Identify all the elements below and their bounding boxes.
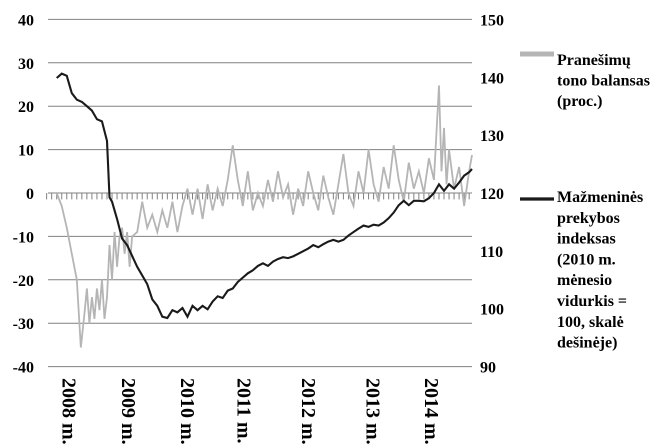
svg-text:mėnesio: mėnesio — [557, 272, 612, 289]
svg-text:20: 20 — [18, 99, 34, 116]
svg-text:prekybos: prekybos — [557, 210, 620, 227]
svg-text:110: 110 — [480, 244, 503, 261]
svg-text:tono balansas: tono balansas — [557, 73, 650, 90]
svg-text:-10: -10 — [13, 229, 34, 246]
svg-text:-20: -20 — [13, 273, 34, 290]
svg-text:2012 m.: 2012 m. — [297, 378, 319, 445]
svg-text:150: 150 — [480, 12, 504, 29]
svg-text:dešinėje): dešinėje) — [557, 335, 617, 352]
svg-text:2008 m.: 2008 m. — [58, 378, 80, 445]
svg-text:130: 130 — [480, 128, 504, 145]
svg-text:2009 m.: 2009 m. — [117, 378, 139, 445]
svg-text:(proc.): (proc.) — [557, 93, 602, 110]
svg-text:-30: -30 — [13, 316, 34, 333]
svg-text:Mažmeninės: Mažmeninės — [557, 189, 643, 206]
svg-text:40: 40 — [18, 12, 34, 29]
svg-text:2013 m.: 2013 m. — [362, 378, 384, 445]
svg-text:indeksas: indeksas — [557, 231, 616, 248]
svg-text:2014 m.: 2014 m. — [420, 378, 442, 445]
svg-text:vidurkis =: vidurkis = — [557, 293, 627, 310]
svg-text:-40: -40 — [13, 360, 34, 377]
svg-text:100, skalė: 100, skalė — [557, 314, 624, 331]
svg-text:2010 m.: 2010 m. — [176, 378, 198, 445]
svg-text:100: 100 — [480, 302, 504, 319]
svg-text:140: 140 — [480, 70, 504, 87]
svg-text:Pranešimų: Pranešimų — [557, 52, 631, 69]
svg-text:120: 120 — [480, 186, 504, 203]
svg-text:90: 90 — [480, 360, 496, 377]
svg-text:(2010 m.: (2010 m. — [557, 251, 616, 268]
svg-text:30: 30 — [18, 56, 34, 73]
svg-text:2011 m.: 2011 m. — [233, 378, 255, 444]
svg-text:10: 10 — [18, 143, 34, 160]
svg-text:0: 0 — [26, 186, 34, 203]
